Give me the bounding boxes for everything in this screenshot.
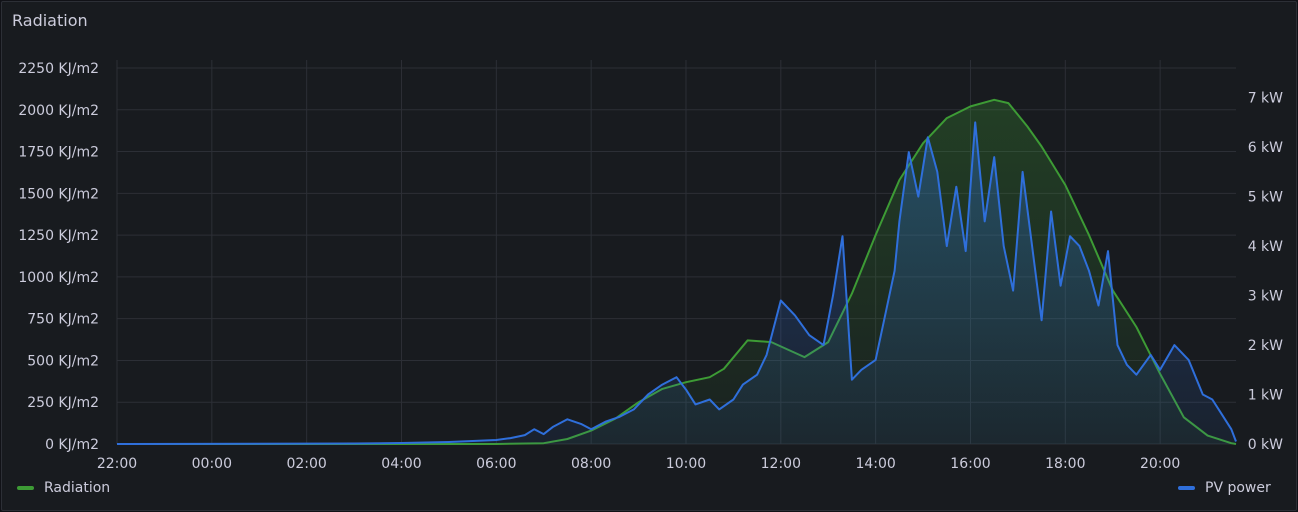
radiation-legend-label: Radiation xyxy=(44,480,111,496)
y-right-tick: 1 kW xyxy=(1248,388,1283,404)
pv-legend-swatch xyxy=(1178,486,1195,490)
x-tick: 18:00 xyxy=(1045,456,1085,472)
x-tick: 20:00 xyxy=(1140,456,1180,472)
y-right-tick: 4 kW xyxy=(1248,239,1283,255)
x-tick: 02:00 xyxy=(286,456,326,472)
y-right-tick: 6 kW xyxy=(1248,140,1283,156)
x-tick: 06:00 xyxy=(476,456,516,472)
y-right-tick: 3 kW xyxy=(1248,289,1283,305)
y-left-tick: 2250 KJ/m2 xyxy=(18,61,99,77)
y-left-tick: 1500 KJ/m2 xyxy=(18,186,99,202)
x-tick: 00:00 xyxy=(192,456,232,472)
y-right-tick: 0 kW xyxy=(1248,437,1283,453)
pv-power-series-line xyxy=(116,121,1237,445)
y-left-tick: 1250 KJ/m2 xyxy=(18,228,99,244)
legend-pv-power[interactable]: PV power xyxy=(1178,480,1271,496)
radiation-series-line xyxy=(117,98,1237,445)
y-right-tick: 2 kW xyxy=(1248,338,1283,354)
panel-title[interactable]: Radiation xyxy=(12,11,88,30)
y-left-tick: 0 KJ/m2 xyxy=(45,437,99,453)
x-tick: 10:00 xyxy=(666,456,706,472)
y-right-tick: 7 kW xyxy=(1248,91,1283,107)
legend-radiation[interactable]: Radiation xyxy=(17,480,110,496)
x-tick: 08:00 xyxy=(571,456,611,472)
y-left-tick: 750 KJ/m2 xyxy=(27,312,99,328)
y-left-tick: 1000 KJ/m2 xyxy=(18,270,99,286)
x-tick: 16:00 xyxy=(950,456,990,472)
pv-power-series-area xyxy=(117,122,1236,445)
y-left-tick: 1750 KJ/m2 xyxy=(18,145,99,161)
x-tick: 22:00 xyxy=(97,456,137,472)
x-tick: 14:00 xyxy=(855,456,895,472)
x-tick: 04:00 xyxy=(381,456,421,472)
y-left-tick: 500 KJ/m2 xyxy=(27,353,99,369)
y-left-tick: 250 KJ/m2 xyxy=(27,395,99,411)
x-tick: 12:00 xyxy=(761,456,801,472)
pv-legend-label: PV power xyxy=(1205,480,1271,496)
y-right-tick: 5 kW xyxy=(1248,190,1283,206)
y-left-tick: 2000 KJ/m2 xyxy=(18,103,99,119)
radiation-legend-swatch xyxy=(17,486,34,490)
